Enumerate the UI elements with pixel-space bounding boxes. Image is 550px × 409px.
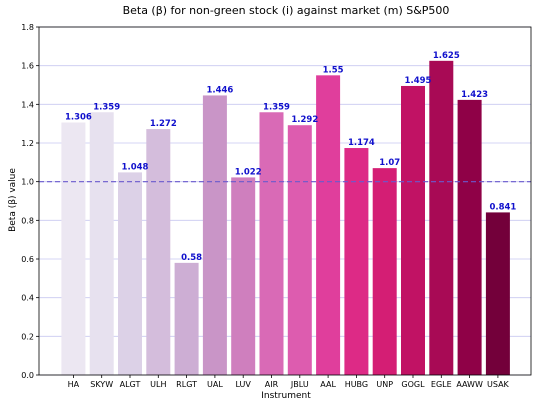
y-tick-label: 1.8 [21,23,34,32]
bar-ual [202,95,227,375]
bar-air [259,112,284,375]
y-axis-ticks: 0.0 0.2 0.4 0.6 0.8 1.0 1.2 1.4 1.6 1.8 [21,23,39,380]
bar-jblu [287,125,312,375]
bar-rlgt [174,262,199,375]
data-label-air: 1.359 [263,102,290,112]
data-label-luv: 1.022 [235,167,262,177]
x-tick-label: EGLE [431,380,452,389]
x-tick-label: USAK [487,380,510,389]
x-tick-label: JBLU [290,380,309,389]
x-tick-label: UNP [376,380,393,389]
bar-aal [316,75,341,375]
x-tick-label: HA [68,380,80,389]
data-label-aaww: 1.423 [461,90,488,100]
data-label-ual: 1.446 [206,85,233,95]
bar-usak [485,212,510,375]
x-tick-label: SKYW [90,380,113,389]
x-tick-label: AIR [265,380,279,389]
chart-title: Beta (β) for non-green stock (i) against… [123,4,450,17]
data-label-usak: 0.841 [489,202,516,212]
y-tick-label: 0.0 [21,371,34,380]
y-tick-label: 1.0 [21,178,34,187]
x-tick-label: LUV [236,380,252,389]
x-tick-label: ULH [150,380,166,389]
y-tick-label: 1.6 [21,62,34,71]
data-label-gogl: 1.495 [405,76,432,86]
y-tick-label: 0.2 [21,332,34,341]
data-label-ulh: 1.272 [150,119,177,129]
bar-algt [118,172,142,375]
y-tick-label: 1.4 [21,100,34,109]
bar-luv [231,177,256,375]
x-tick-label: GOGL [401,380,425,389]
x-tick-label: AAL [320,380,336,389]
bar-unp [372,168,397,375]
data-label-algt: 1.048 [122,162,149,172]
bar-ulh [146,129,171,375]
x-tick-label: UAL [207,380,223,389]
bar-aaww [457,99,482,376]
x-tick-label: RLGT [176,380,197,389]
x-axis-label: Instrument [261,391,311,401]
x-tick-label: HUBG [345,380,368,389]
data-label-unp: 1.07 [379,158,400,168]
bar-ha [61,122,86,375]
data-label-egle: 1.625 [433,51,460,61]
data-label-hubg: 1.174 [348,138,375,148]
data-label-aal: 1.55 [323,65,344,75]
bar-hubg [344,148,369,375]
x-axis-ticks: HA SKYW ALGT ULH RLGT UAL LUV AIR JBLU AAL HUBG UNP… [68,375,510,389]
y-tick-label: 0.4 [21,294,34,303]
y-tick-label: 1.2 [21,139,34,148]
x-tick-label: AAWW [456,380,483,389]
bar-gogl [401,85,425,375]
y-tick-label: 0.8 [21,216,34,225]
data-label-ha: 1.306 [65,113,92,123]
bar-egle [429,60,454,375]
x-tick-label: ALGT [120,380,141,389]
plot-frame [38,26,532,376]
data-labels: 1.3061.3591.0481.2720.581.4461.0221.3591… [65,51,516,263]
y-axis-label: Beta (β) value [8,168,18,232]
bars [61,60,510,376]
y-tick-label: 0.6 [21,255,34,264]
data-label-skyw: 1.359 [93,102,120,112]
data-label-rlgt: 0.58 [181,253,202,263]
data-label-jblu: 1.292 [291,115,318,125]
bar-skyw [89,112,114,375]
